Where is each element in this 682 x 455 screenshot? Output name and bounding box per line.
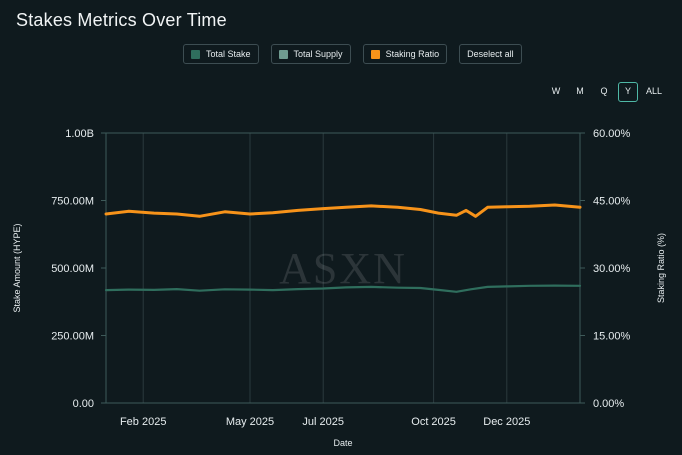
page-title: Stakes Metrics Over Time bbox=[16, 10, 227, 30]
y-left-tick-label: 750.00M bbox=[51, 196, 94, 208]
legend-bar: Total Stake Total Supply Staking Ratio D… bbox=[183, 44, 522, 64]
chart-grid bbox=[142, 133, 508, 403]
range-year-button[interactable]: Y bbox=[618, 82, 638, 102]
y-right-tick-label: 15.00% bbox=[593, 331, 631, 343]
y-axis-left-label: Stake Amount (HYPE) bbox=[12, 223, 22, 312]
series-line-total-stake bbox=[104, 284, 582, 293]
legend-staking-ratio-label: Staking Ratio bbox=[385, 49, 440, 59]
x-tick-label: Feb 2025 bbox=[120, 416, 166, 428]
y-right-tick-label: 60.00% bbox=[593, 128, 631, 140]
x-axis-ticks: Feb 2025 May 2025 Jul 2025 Oct 2025 Dec 2025 bbox=[120, 416, 530, 428]
total-supply-swatch-icon bbox=[278, 49, 288, 59]
y-left-tick-label: 0.00 bbox=[73, 398, 94, 410]
total-stake-swatch-icon bbox=[191, 49, 200, 59]
y-left-tick-label: 500.00M bbox=[51, 263, 94, 275]
legend-total-supply-label: Total Supply bbox=[293, 49, 343, 59]
x-tick-label: Jul 2025 bbox=[302, 416, 344, 428]
y-left-tick-label: 1.00B bbox=[65, 128, 94, 140]
y-right-tick-label: 30.00% bbox=[593, 263, 631, 275]
legend-total-stake-label: Total Stake bbox=[206, 49, 251, 59]
left-axis-ticks: 0.00 250.00M 500.00M 750.00M 1.00B bbox=[51, 128, 106, 410]
series-line-staking-ratio bbox=[104, 203, 582, 218]
legend-total-stake-button[interactable]: Total Stake bbox=[183, 44, 259, 64]
y-left-tick-label: 250.00M bbox=[51, 331, 94, 343]
time-range-selector: W M Q Y ALL bbox=[546, 82, 666, 102]
range-all-button[interactable]: ALL bbox=[645, 86, 662, 96]
x-tick-label: Oct 2025 bbox=[411, 416, 456, 428]
x-axis-label: Date bbox=[333, 438, 352, 448]
range-month-button[interactable]: M bbox=[576, 86, 584, 96]
watermark: ASXN bbox=[279, 244, 407, 293]
legend-total-supply-button[interactable]: Total Supply bbox=[270, 44, 351, 64]
range-quarter-button[interactable]: Q bbox=[600, 86, 608, 96]
right-axis-ticks: 0.00% 15.00% 30.00% 45.00% 60.00% bbox=[580, 128, 631, 410]
range-week-button[interactable]: W bbox=[551, 86, 561, 96]
x-tick-label: May 2025 bbox=[226, 416, 274, 428]
deselect-all-button[interactable]: Deselect all bbox=[459, 44, 522, 64]
legend-staking-ratio-button[interactable]: Staking Ratio bbox=[362, 44, 448, 64]
y-axis-right-label: Staking Ratio (%) bbox=[656, 233, 666, 303]
staking-ratio-swatch-icon bbox=[370, 49, 380, 59]
series-layer bbox=[104, 203, 582, 293]
y-right-tick-label: 0.00% bbox=[593, 398, 624, 410]
y-right-tick-label: 45.00% bbox=[593, 196, 631, 208]
x-tick-label: Dec 2025 bbox=[483, 416, 530, 428]
